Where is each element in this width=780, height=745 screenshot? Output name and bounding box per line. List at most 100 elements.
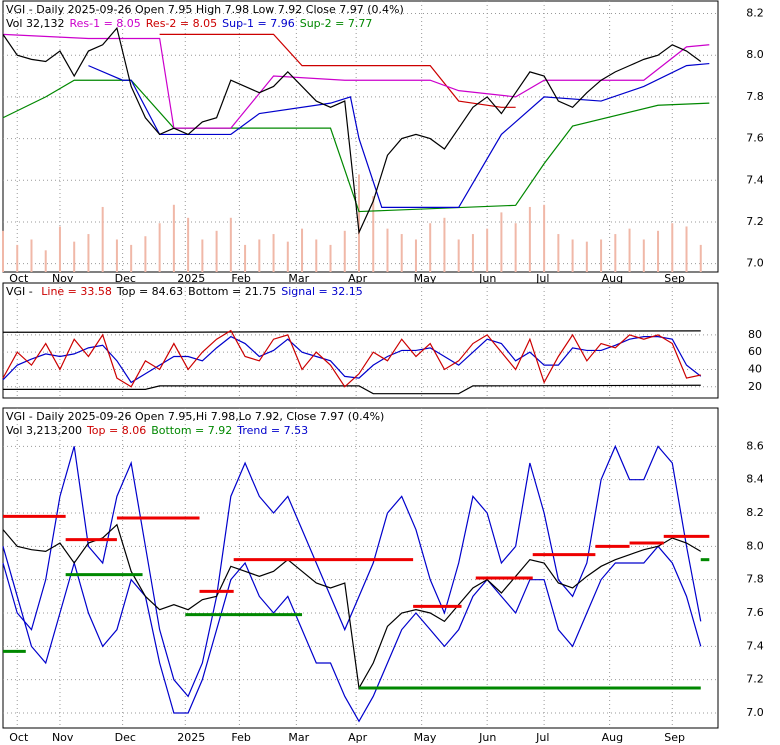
series-line — [2, 26, 702, 235]
x-tick-label: Jun — [478, 731, 496, 744]
x-tick-label: Jul — [535, 731, 549, 744]
y-tick-label: 7.0 — [746, 706, 764, 719]
volume-bar — [585, 241, 588, 272]
volume-bar — [215, 230, 218, 272]
volume-bar — [528, 206, 531, 272]
x-tick-label: Dec — [115, 731, 136, 744]
volume-bar — [201, 239, 204, 272]
volume-bar — [543, 204, 546, 272]
header-line: Vol 32,132 Res-1 = 8.05 Res-2 = 8.05 Sup-1 … — [6, 17, 372, 30]
volume-bar — [500, 212, 503, 272]
y-tick-label: 7.8 — [746, 573, 764, 586]
volume-bar — [372, 196, 375, 272]
series-line — [2, 545, 702, 723]
y-tick-label: 8.0 — [746, 48, 764, 61]
x-tick-label: 2025 — [177, 272, 205, 285]
volume-bar — [44, 250, 47, 272]
series-line — [2, 79, 710, 213]
volume-bar — [158, 223, 161, 272]
x-tick-label: Feb — [231, 731, 250, 744]
volume-bar — [272, 234, 275, 272]
y-tick-label: 8.2 — [746, 7, 764, 20]
volume-bar — [400, 234, 403, 272]
volume-bar — [600, 239, 603, 272]
header-text: Top = 8.06 — [86, 424, 146, 437]
volume-bar — [514, 223, 517, 272]
y-tick-label: 8.2 — [746, 506, 764, 519]
header-line: VGI - Daily 2025-09-26 Open 7.95 High 7.… — [6, 3, 404, 16]
volume-bar — [229, 217, 232, 272]
header-line: Vol 3,213,200 Top = 8.06 Bottom = 7.92 Tren… — [6, 424, 308, 437]
x-tick-label: Oct — [9, 731, 29, 744]
series-line — [2, 335, 702, 384]
volume-bar — [685, 226, 688, 272]
volume-bar — [557, 234, 560, 272]
x-tick-label: Aug — [602, 272, 623, 285]
volume-bar — [244, 244, 247, 272]
volume-bar — [58, 226, 61, 272]
volume-bar — [130, 244, 133, 272]
volume-bar — [144, 236, 147, 272]
panel-frame — [2, 282, 719, 399]
x-tick-label: Sep — [664, 731, 685, 744]
header-text: Top = 84.63 — [116, 285, 183, 298]
y-tick-label: 7.4 — [746, 173, 764, 186]
y-tick-label: 60 — [748, 345, 762, 358]
x-tick-label: Nov — [52, 272, 74, 285]
volume-bar — [386, 228, 389, 272]
header-text: Bottom = 7.92 — [151, 424, 232, 437]
volume-bar — [329, 244, 332, 272]
x-tick-label: Apr — [348, 272, 368, 285]
volume-bar — [671, 223, 674, 272]
volume-bar — [73, 241, 76, 272]
volume-bar — [315, 239, 318, 272]
header-text: Sup-2 = 7.77 — [300, 17, 373, 30]
x-tick-label: 2025 — [177, 731, 205, 744]
y-tick-label: 80 — [748, 328, 762, 341]
y-tick-label: 8.0 — [746, 539, 764, 552]
volume-bar — [471, 234, 474, 272]
series-line — [3, 384, 701, 395]
volume-bar — [87, 234, 90, 272]
volume-bar — [457, 239, 460, 272]
x-tick-label: Jul — [535, 272, 549, 285]
y-tick-label: 7.8 — [746, 90, 764, 103]
volume-bar — [628, 228, 631, 272]
volume-bar — [343, 230, 346, 272]
volume-bar — [16, 244, 19, 272]
volume-bar — [657, 230, 660, 272]
header-text: VGI - Daily 2025-09-26 Open 7.95 High 7.… — [6, 3, 404, 16]
x-tick-label: May — [414, 272, 437, 285]
series-line — [2, 444, 702, 698]
volume-bar — [30, 239, 33, 272]
y-tick-label: 7.6 — [746, 606, 764, 619]
header-text: Trend = 7.53 — [236, 424, 308, 437]
x-tick-label: Apr — [348, 731, 368, 744]
x-tick-label: Sep — [664, 272, 685, 285]
x-tick-label: Feb — [231, 272, 250, 285]
y-tick-label: 40 — [748, 362, 762, 375]
volume-bar — [101, 206, 104, 272]
volume-bar — [115, 239, 118, 272]
y-tick-label: 8.6 — [746, 439, 764, 452]
x-tick-label: Mar — [288, 731, 309, 744]
y-tick-label: 20 — [748, 380, 762, 393]
volume-bar — [258, 239, 261, 272]
header-text: Vol 32,132 — [6, 17, 64, 30]
volume-bar — [187, 217, 190, 272]
header-text: Res-1 = 8.05 — [69, 17, 140, 30]
y-tick-label: 8.4 — [746, 473, 764, 486]
y-tick-label: 7.2 — [746, 673, 764, 686]
x-tick-label: Jun — [478, 272, 496, 285]
header-text: Res-2 = 8.05 — [146, 17, 217, 30]
header-text: VGI - — [6, 285, 36, 298]
volume-bar — [429, 223, 432, 272]
x-tick-label: May — [414, 731, 437, 744]
volume-bar — [301, 228, 304, 272]
series-line — [88, 62, 710, 208]
series-line — [159, 33, 516, 108]
header-text: Vol 3,213,200 — [6, 424, 82, 437]
volume-bar — [414, 239, 417, 272]
x-tick-label: Aug — [602, 731, 623, 744]
